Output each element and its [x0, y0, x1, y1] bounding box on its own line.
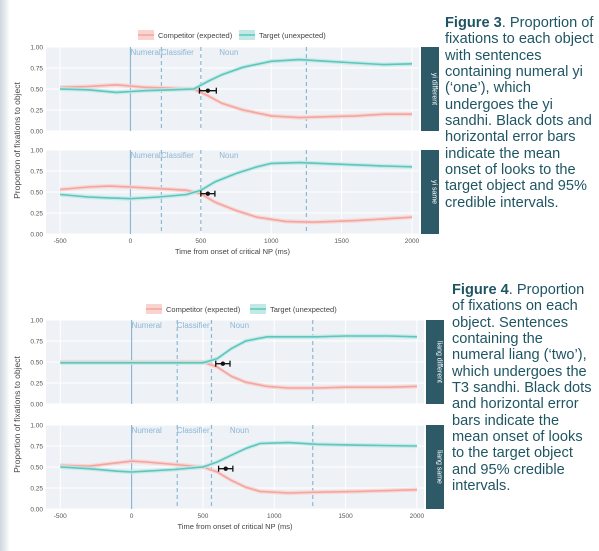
- legend-label-target: Target (unexpected): [259, 31, 326, 40]
- y-tick-label: 0.50: [30, 190, 43, 197]
- y-tick-label: 0.25: [30, 211, 43, 218]
- x-tick-label: 0: [129, 238, 133, 245]
- panel-strip-label: yi different: [431, 73, 438, 105]
- event-label-noun: Noun: [219, 48, 238, 57]
- event-label-numeral: Numeral: [130, 151, 160, 160]
- figure-3-caption-text: . Proportion of fixations to each object…: [445, 15, 594, 211]
- event-label-numeral: Numeral: [132, 321, 162, 330]
- x-tick-label: 1500: [338, 513, 353, 520]
- x-tick-label: 1000: [267, 513, 282, 520]
- event-label-classifier: Classifier: [177, 321, 210, 330]
- y-tick-label: 0.50: [30, 360, 43, 367]
- x-axis-label: Time from onset of critical NP (ms): [175, 247, 291, 256]
- event-label-numeral: Numeral: [130, 48, 160, 57]
- y-axis-label: Proportion of fixations to object: [12, 82, 22, 199]
- y-tick-label: 0.50: [30, 87, 43, 94]
- y-tick-label: 0.75: [30, 339, 43, 346]
- y-tick-label: 0.25: [30, 108, 43, 115]
- series-ribbon-competitor: [60, 184, 412, 225]
- panel-strip-label: liang different: [436, 341, 443, 383]
- event-label-numeral: Numeral: [132, 426, 162, 435]
- onset-dot: [205, 88, 211, 93]
- x-tick-label: 1500: [334, 238, 349, 245]
- figure-4-caption-text: . Proportion of fixations on each object…: [452, 282, 592, 495]
- event-label-classifier: Classifier: [177, 426, 210, 435]
- y-tick-label: 0.75: [30, 66, 43, 73]
- series-line-target: [60, 335, 417, 364]
- x-tick-label: -500: [54, 238, 67, 245]
- onset-dot: [205, 191, 211, 196]
- y-tick-label: 0.00: [30, 402, 43, 409]
- panel-strip-label: yi same: [431, 180, 438, 204]
- y-tick-label: 0.50: [30, 465, 43, 472]
- onset-dot: [223, 466, 228, 471]
- event-label-noun: Noun: [219, 151, 238, 160]
- panel-strip: [426, 320, 444, 404]
- event-label-noun: Noun: [230, 321, 249, 330]
- figure-4-number: Figure 4: [452, 282, 509, 298]
- panel-strip: [421, 47, 439, 131]
- series-ribbon-target: [60, 333, 417, 365]
- y-tick-label: 0.25: [30, 486, 43, 493]
- figure-3-caption: Figure 3. Proportion of fixations to eac…: [445, 15, 595, 211]
- x-tick-label: 2000: [410, 513, 425, 520]
- legend-label-competitor: Competitor (expected): [158, 31, 233, 40]
- x-tick-label: 0: [130, 513, 134, 520]
- x-tick-label: 500: [195, 238, 206, 245]
- event-label-noun: Noun: [230, 426, 249, 435]
- event-label-classifier: Classifier: [161, 48, 194, 57]
- series-line-target: [60, 161, 413, 200]
- x-tick-label: -500: [54, 513, 67, 520]
- left-edge-shade: [0, 0, 10, 551]
- y-tick-label: 1.00: [30, 423, 43, 430]
- event-label-classifier: Classifier: [161, 151, 194, 160]
- panel-strip: [421, 150, 439, 234]
- series-ribbon-target: [60, 440, 417, 475]
- y-tick-label: 0.00: [30, 507, 43, 514]
- series-line-competitor: [60, 185, 413, 224]
- y-tick-label: 1.00: [30, 45, 43, 52]
- y-tick-label: 1.00: [30, 318, 43, 325]
- figure-3-chart: Competitor (expected) Target (unexpected)…: [12, 30, 439, 256]
- x-tick-label: 1000: [264, 238, 279, 245]
- panel-strip-label: liang same: [436, 450, 443, 484]
- series-line-target: [60, 441, 417, 473]
- figure-3-number: Figure 3: [445, 15, 502, 31]
- series-line-competitor: [60, 83, 412, 119]
- series-line-target: [60, 58, 413, 94]
- x-tick-label: 2000: [405, 238, 420, 245]
- y-tick-label: 0.25: [30, 381, 43, 388]
- figure-4-chart: Competitor (expected) Target (unexpected)…: [12, 304, 444, 531]
- legend-label-competitor: Competitor (expected): [166, 305, 241, 314]
- x-axis-label: Time from onset of critical NP (ms): [177, 522, 293, 531]
- legend-label-target: Target (unexpected): [270, 305, 337, 314]
- y-tick-label: 0.00: [30, 129, 43, 136]
- y-tick-label: 0.75: [30, 169, 43, 176]
- y-tick-label: 1.00: [30, 148, 43, 155]
- panel-strip: [426, 425, 444, 509]
- series-line-competitor: [60, 460, 417, 494]
- y-axis-label: Proportion of fixations to object: [12, 356, 22, 473]
- y-tick-label: 0.00: [30, 232, 43, 239]
- figure-4-caption: Figure 4. Proportion of fixations on eac…: [452, 282, 597, 494]
- onset-dot: [220, 361, 226, 366]
- y-tick-label: 0.75: [30, 444, 43, 451]
- x-tick-label: 500: [197, 513, 208, 520]
